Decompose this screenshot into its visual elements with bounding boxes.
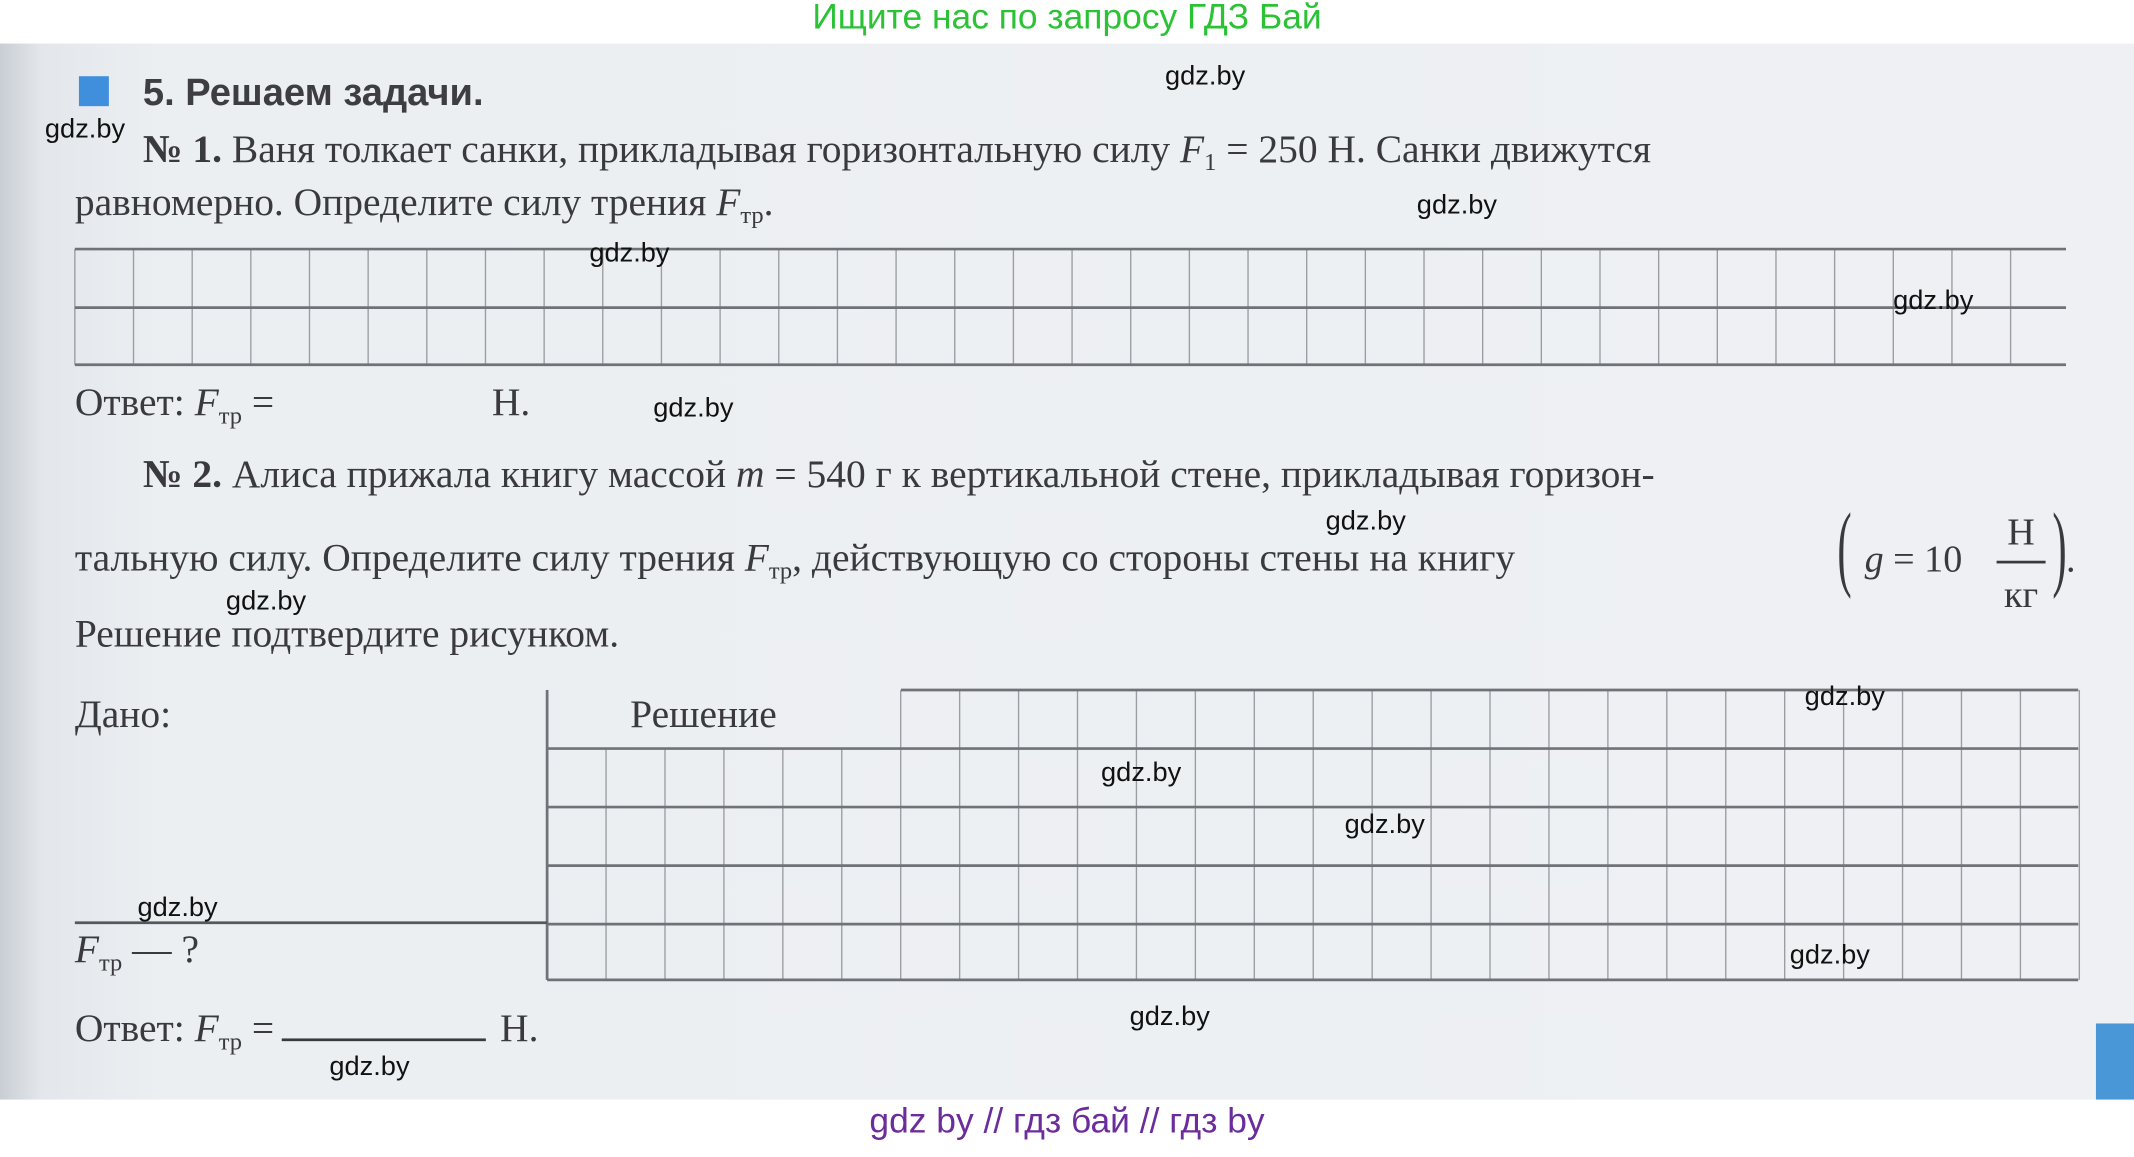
sub: 1: [1204, 148, 1217, 176]
text: Ваня толкает санки, прикладывая горизонт…: [231, 127, 1181, 172]
watermark: gdz.by: [225, 586, 307, 617]
given-label: Дано:: [74, 692, 172, 737]
watermark: gdz.by: [1101, 758, 1182, 789]
text: = 540 г к вертикальной стене, прикладыва…: [764, 453, 1655, 497]
watermark: gdz.by: [1789, 940, 1870, 971]
watermark: gdz.by: [653, 393, 734, 424]
text: Н.: [500, 1007, 539, 1051]
text: Н.: [491, 381, 531, 425]
sub: тр: [218, 401, 243, 429]
watermark: gdz.by: [1325, 506, 1406, 537]
watermark: gdz.by: [329, 1052, 410, 1082]
task2-line3: Решение подтвердите рисунком.: [74, 612, 620, 657]
var: F: [74, 928, 99, 972]
bottom-banner: gdz by // гдз бай // гдз by: [0, 1099, 2134, 1157]
task1-line2: равномерно. Определите силу трения Fтр.: [74, 181, 774, 229]
solution-label: Решение: [630, 692, 777, 737]
section-title: 5. Решаем задачи.: [142, 70, 484, 113]
task2-answer: Ответ: Fтр = Н.: [75, 1007, 539, 1056]
sub: тр: [768, 556, 793, 584]
task1-number: № 1.: [142, 127, 223, 172]
var: g: [1864, 538, 1884, 582]
watermark: gdz.by: [589, 238, 670, 269]
find-quantity: Fтр — ?: [75, 928, 199, 977]
text: Ответ:: [74, 1007, 195, 1051]
watermark: gdz.by: [1129, 1001, 1210, 1032]
text: — ?: [132, 928, 199, 972]
task1-line1: № 1. Ваня толкает санки, прикладывая гор…: [143, 128, 1651, 177]
paren-right: ): [2052, 495, 2067, 601]
section-marker-icon: [78, 76, 109, 107]
page-edge-tab: [2095, 1023, 2134, 1100]
var: F: [194, 1007, 219, 1051]
var: F: [1180, 127, 1205, 172]
bottom-banner-text[interactable]: gdz by // гдз бай // гдз by: [869, 1099, 1265, 1141]
top-banner-text[interactable]: Ищите нас по запросу ГДЗ Бай: [812, 0, 1322, 37]
period: .: [2065, 538, 2076, 582]
fraction-num: Н: [2007, 511, 2035, 554]
text: =: [242, 1007, 275, 1051]
text: = 250 Н. Санки движутся: [1216, 127, 1652, 172]
var: F: [744, 536, 769, 580]
top-banner: Ищите нас по запросу ГДЗ Бай: [0, 0, 2134, 44]
g-formula: g = 10: [1865, 539, 1963, 583]
text: Алиса прижала книгу массой: [231, 453, 737, 497]
var: F: [194, 381, 219, 425]
watermark: gdz.by: [1416, 190, 1498, 221]
watermark: gdz.by: [1893, 285, 1974, 316]
paren-left: (: [1837, 495, 1852, 601]
var: F: [716, 181, 741, 225]
watermark: gdz.by: [1804, 681, 1885, 712]
task2-number: № 2.: [142, 453, 223, 497]
sub: тр: [740, 201, 764, 229]
watermark: gdz.by: [137, 892, 218, 923]
task1-answer: Ответ: Fтр = Н.: [75, 381, 530, 430]
text: , действующую со стороны стены на книгу: [792, 536, 1516, 580]
text: =: [242, 381, 275, 425]
text: равномерно. Определите силу трения: [74, 181, 717, 225]
sub: тр: [218, 1027, 243, 1055]
watermark: gdz.by: [44, 114, 126, 145]
answer-blank[interactable]: [282, 1009, 487, 1042]
var: m: [736, 453, 765, 497]
answer-blank[interactable]: [274, 382, 492, 415]
task2-line2: тальную силу. Определите силу трения Fтр…: [75, 536, 1515, 585]
text: = 10: [1883, 538, 1963, 582]
watermark: gdz.by: [1165, 61, 1246, 92]
text: Ответ:: [74, 381, 195, 425]
watermark: gdz.by: [1344, 809, 1425, 840]
fraction-den: кг: [2004, 574, 2039, 617]
text: тальную силу. Определите силу трения: [74, 536, 745, 580]
task2-line1: № 2. Алиса прижала книгу массой m = 540 …: [143, 453, 1655, 498]
fraction-bar: [1996, 560, 2046, 564]
sub: тр: [98, 948, 123, 976]
